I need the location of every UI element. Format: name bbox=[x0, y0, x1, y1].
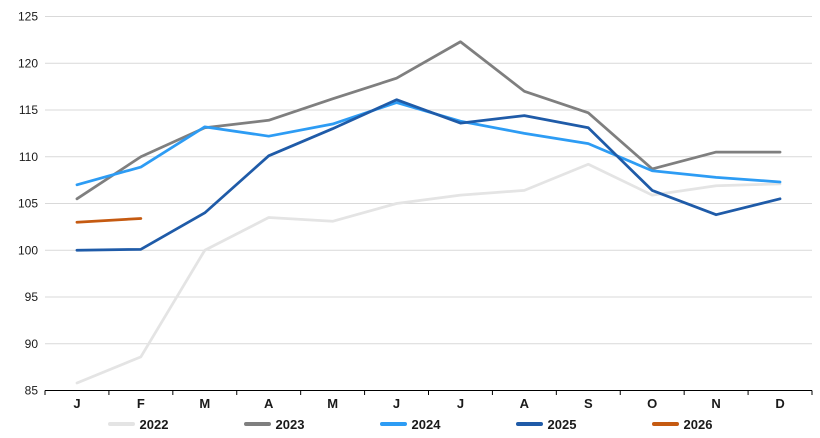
x-axis-label-2: F bbox=[137, 396, 145, 411]
legend-label: 2023 bbox=[275, 416, 305, 432]
series-line-2024 bbox=[75, 101, 782, 187]
y-axis-label-100: 100 bbox=[18, 243, 38, 257]
x-axis-label-11: N bbox=[711, 396, 720, 411]
legend-item-2025: 2025 bbox=[515, 416, 577, 432]
x-axis-label-3: M bbox=[199, 396, 210, 411]
y-axis-label-90: 90 bbox=[25, 337, 39, 351]
x-axis-label-9: S bbox=[584, 396, 593, 411]
series-line-2022 bbox=[75, 162, 782, 385]
x-axis-label-7: J bbox=[457, 396, 464, 411]
y-axis-label-120: 120 bbox=[18, 56, 38, 70]
chart-legend: 2022 2023 2024 2025 2026 bbox=[70, 412, 750, 436]
x-axis-label-6: J bbox=[393, 396, 400, 411]
legend-item-2023: 2023 bbox=[243, 416, 305, 432]
y-axis-label-105: 105 bbox=[18, 197, 38, 211]
y-axis-label-115: 115 bbox=[19, 103, 38, 117]
series-line-2026 bbox=[75, 217, 143, 224]
legend-item-2022: 2022 bbox=[107, 416, 169, 432]
x-axis-label-4: A bbox=[264, 396, 274, 411]
series-line-2023 bbox=[75, 40, 782, 201]
legend-swatch-2022 bbox=[107, 422, 135, 426]
legend-swatch-2024 bbox=[379, 422, 407, 426]
x-axis-label-8: A bbox=[520, 396, 530, 411]
y-axis-label-125: 125 bbox=[18, 10, 38, 24]
y-axis-label-85: 85 bbox=[25, 384, 39, 398]
legend-label: 2022 bbox=[139, 416, 169, 432]
legend-item-2026: 2026 bbox=[651, 416, 713, 432]
x-axis-label-12: D bbox=[775, 396, 784, 411]
x-axis-label-5: M bbox=[327, 396, 338, 411]
series-line-2025 bbox=[75, 98, 782, 252]
y-axis-label-110: 110 bbox=[19, 150, 38, 164]
legend-swatch-2023 bbox=[243, 422, 271, 426]
legend-swatch-2025 bbox=[515, 422, 543, 426]
legend-item-2024: 2024 bbox=[379, 416, 441, 432]
x-axis-label-1: J bbox=[73, 396, 80, 411]
legend-label: 2024 bbox=[411, 416, 441, 432]
legend-label: 2025 bbox=[547, 416, 577, 432]
legend-swatch-2026 bbox=[651, 422, 679, 426]
x-axis-label-10: O bbox=[647, 396, 657, 411]
legend-label: 2026 bbox=[683, 416, 713, 432]
y-axis-label-95: 95 bbox=[25, 290, 39, 304]
